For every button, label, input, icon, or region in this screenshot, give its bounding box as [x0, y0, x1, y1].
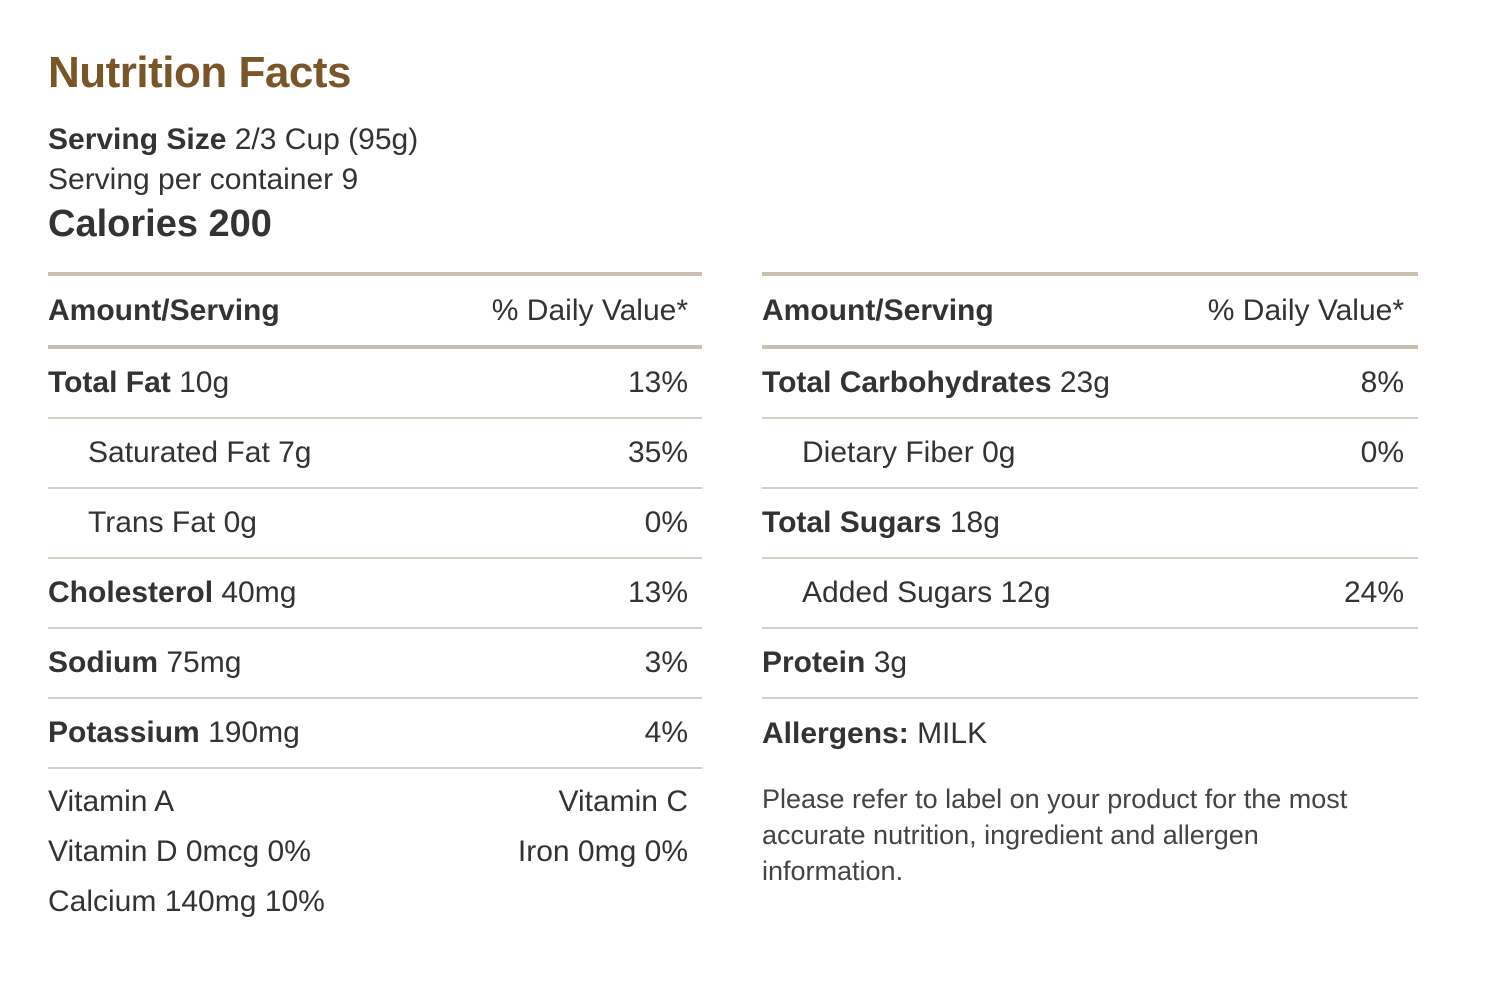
nutrient-percent: 35%	[627, 436, 688, 469]
nutrient-column-right: Amount/Serving % Daily Value* Total Carb…	[762, 272, 1418, 889]
vitamins-right: Vitamin C Iron 0mg 0%	[518, 777, 702, 927]
page-title: Nutrition Facts	[48, 48, 351, 97]
nutrient-percent: 8%	[1360, 366, 1404, 399]
nutrient-row-total-sugars: Total Sugars 18g	[762, 489, 1418, 559]
amount-serving-header: Amount/Serving	[48, 293, 280, 327]
nutrient-amount: 3g	[873, 646, 908, 679]
nutrient-row-cholesterol: Cholesterol 40mg 13%	[48, 559, 702, 629]
daily-value-header: % Daily Value*	[491, 293, 688, 327]
nutrient-amount: 7g	[278, 436, 312, 469]
nutrient-name: Cholesterol 40mg	[48, 576, 296, 610]
serving-size-label: Serving Size	[48, 123, 227, 156]
disclaimer-note: Please refer to label on your product fo…	[762, 784, 1348, 886]
nutrient-label: Cholesterol	[48, 576, 214, 609]
serving-size-value: 2/3 Cup (95g)	[234, 123, 419, 156]
nutrient-label: Potassium	[48, 716, 200, 749]
nutrient-column-left: Amount/Serving % Daily Value* Total Fat …	[48, 272, 702, 927]
vitamins-section: Vitamin A Vitamin D 0mcg 0% Calcium 140m…	[48, 777, 702, 927]
serving-size: Serving Size 2/3 Cup (95g)	[48, 120, 418, 160]
nutrient-name: Trans Fat 0g	[48, 506, 257, 540]
nutrient-row-total-fat: Total Fat 10g 13%	[48, 349, 702, 419]
nutrient-amount: 12g	[1000, 576, 1051, 609]
nutrient-name: Saturated Fat 7g	[48, 436, 312, 470]
nutrient-label: Trans Fat	[88, 506, 216, 539]
nutrient-label: Protein	[762, 646, 866, 679]
allergens-row: Allergens: MILK	[762, 699, 1418, 769]
nutrient-row-total-carbohydrates: Total Carbohydrates 23g 8%	[762, 349, 1418, 419]
nutrient-row-potassium: Potassium 190mg 4%	[48, 699, 702, 769]
nutrient-row-dietary-fiber: Dietary Fiber 0g 0%	[762, 419, 1418, 489]
nutrient-name: Total Sugars 18g	[762, 506, 1000, 540]
allergens-value: MILK	[917, 717, 988, 750]
nutrient-name: Total Carbohydrates 23g	[762, 366, 1110, 400]
nutrient-name: Sodium 75mg	[48, 646, 241, 680]
nutrient-row-added-sugars: Added Sugars 12g 24%	[762, 559, 1418, 629]
nutrient-percent: 3%	[644, 646, 688, 679]
serving-info: Serving Size 2/3 Cup (95g) Serving per c…	[48, 120, 418, 200]
amount-serving-header: Amount/Serving	[762, 293, 994, 327]
nutrient-row-protein: Protein 3g	[762, 629, 1418, 699]
nutrient-percent: 0%	[1360, 436, 1404, 469]
column-header: Amount/Serving % Daily Value*	[762, 272, 1418, 349]
nutrient-name: Protein 3g	[762, 646, 907, 680]
nutrient-name: Dietary Fiber 0g	[762, 436, 1015, 470]
nutrient-name: Total Fat 10g	[48, 366, 229, 400]
vitamin-item: Vitamin A	[48, 785, 175, 818]
nutrient-percent: 0%	[644, 506, 688, 539]
nutrient-amount: 40mg	[221, 576, 297, 609]
nutrient-amount: 23g	[1059, 366, 1110, 399]
nutrient-row-trans-fat: Trans Fat 0g 0%	[48, 489, 702, 559]
nutrient-amount: 0g	[982, 436, 1016, 469]
nutrient-amount: 75mg	[166, 646, 242, 679]
nutrient-name: Added Sugars 12g	[762, 576, 1051, 610]
nutrient-amount: 18g	[949, 506, 1000, 539]
nutrient-percent: 4%	[644, 716, 688, 749]
nutrient-percent: 13%	[627, 366, 688, 399]
nutrient-label: Dietary Fiber	[802, 436, 974, 469]
daily-value-header: % Daily Value*	[1207, 293, 1404, 327]
allergens-label: Allergens:	[762, 717, 909, 750]
nutrient-label: Sodium	[48, 646, 158, 679]
nutrient-percent: 24%	[1343, 576, 1404, 609]
servings-per-container: Serving per container 9	[48, 163, 359, 196]
vitamin-item: Iron 0mg 0%	[517, 835, 688, 868]
nutrient-amount: 190mg	[208, 716, 300, 749]
nutrient-label: Saturated Fat	[88, 436, 270, 469]
vitamin-item: Vitamin C	[558, 785, 689, 818]
vitamins-left: Vitamin A Vitamin D 0mcg 0% Calcium 140m…	[48, 777, 325, 927]
vitamin-item: Vitamin D 0mcg 0%	[48, 835, 311, 868]
nutrient-row-sodium: Sodium 75mg 3%	[48, 629, 702, 699]
nutrient-label: Total Carbohydrates	[762, 366, 1052, 399]
nutrient-label: Total Sugars	[762, 506, 942, 539]
calories: Calories 200	[48, 203, 272, 245]
nutrient-row-saturated-fat: Saturated Fat 7g 35%	[48, 419, 702, 489]
nutrient-name: Potassium 190mg	[48, 716, 300, 750]
vitamin-item: Calcium 140mg 10%	[48, 885, 325, 918]
column-header: Amount/Serving % Daily Value*	[48, 272, 702, 349]
nutrient-label: Added Sugars	[802, 576, 993, 609]
nutrient-percent: 13%	[627, 576, 688, 609]
nutrient-label: Total Fat	[48, 366, 171, 399]
nutrient-amount: 10g	[179, 366, 230, 399]
nutrient-amount: 0g	[223, 506, 257, 539]
allergens: Allergens: MILK	[762, 717, 987, 751]
